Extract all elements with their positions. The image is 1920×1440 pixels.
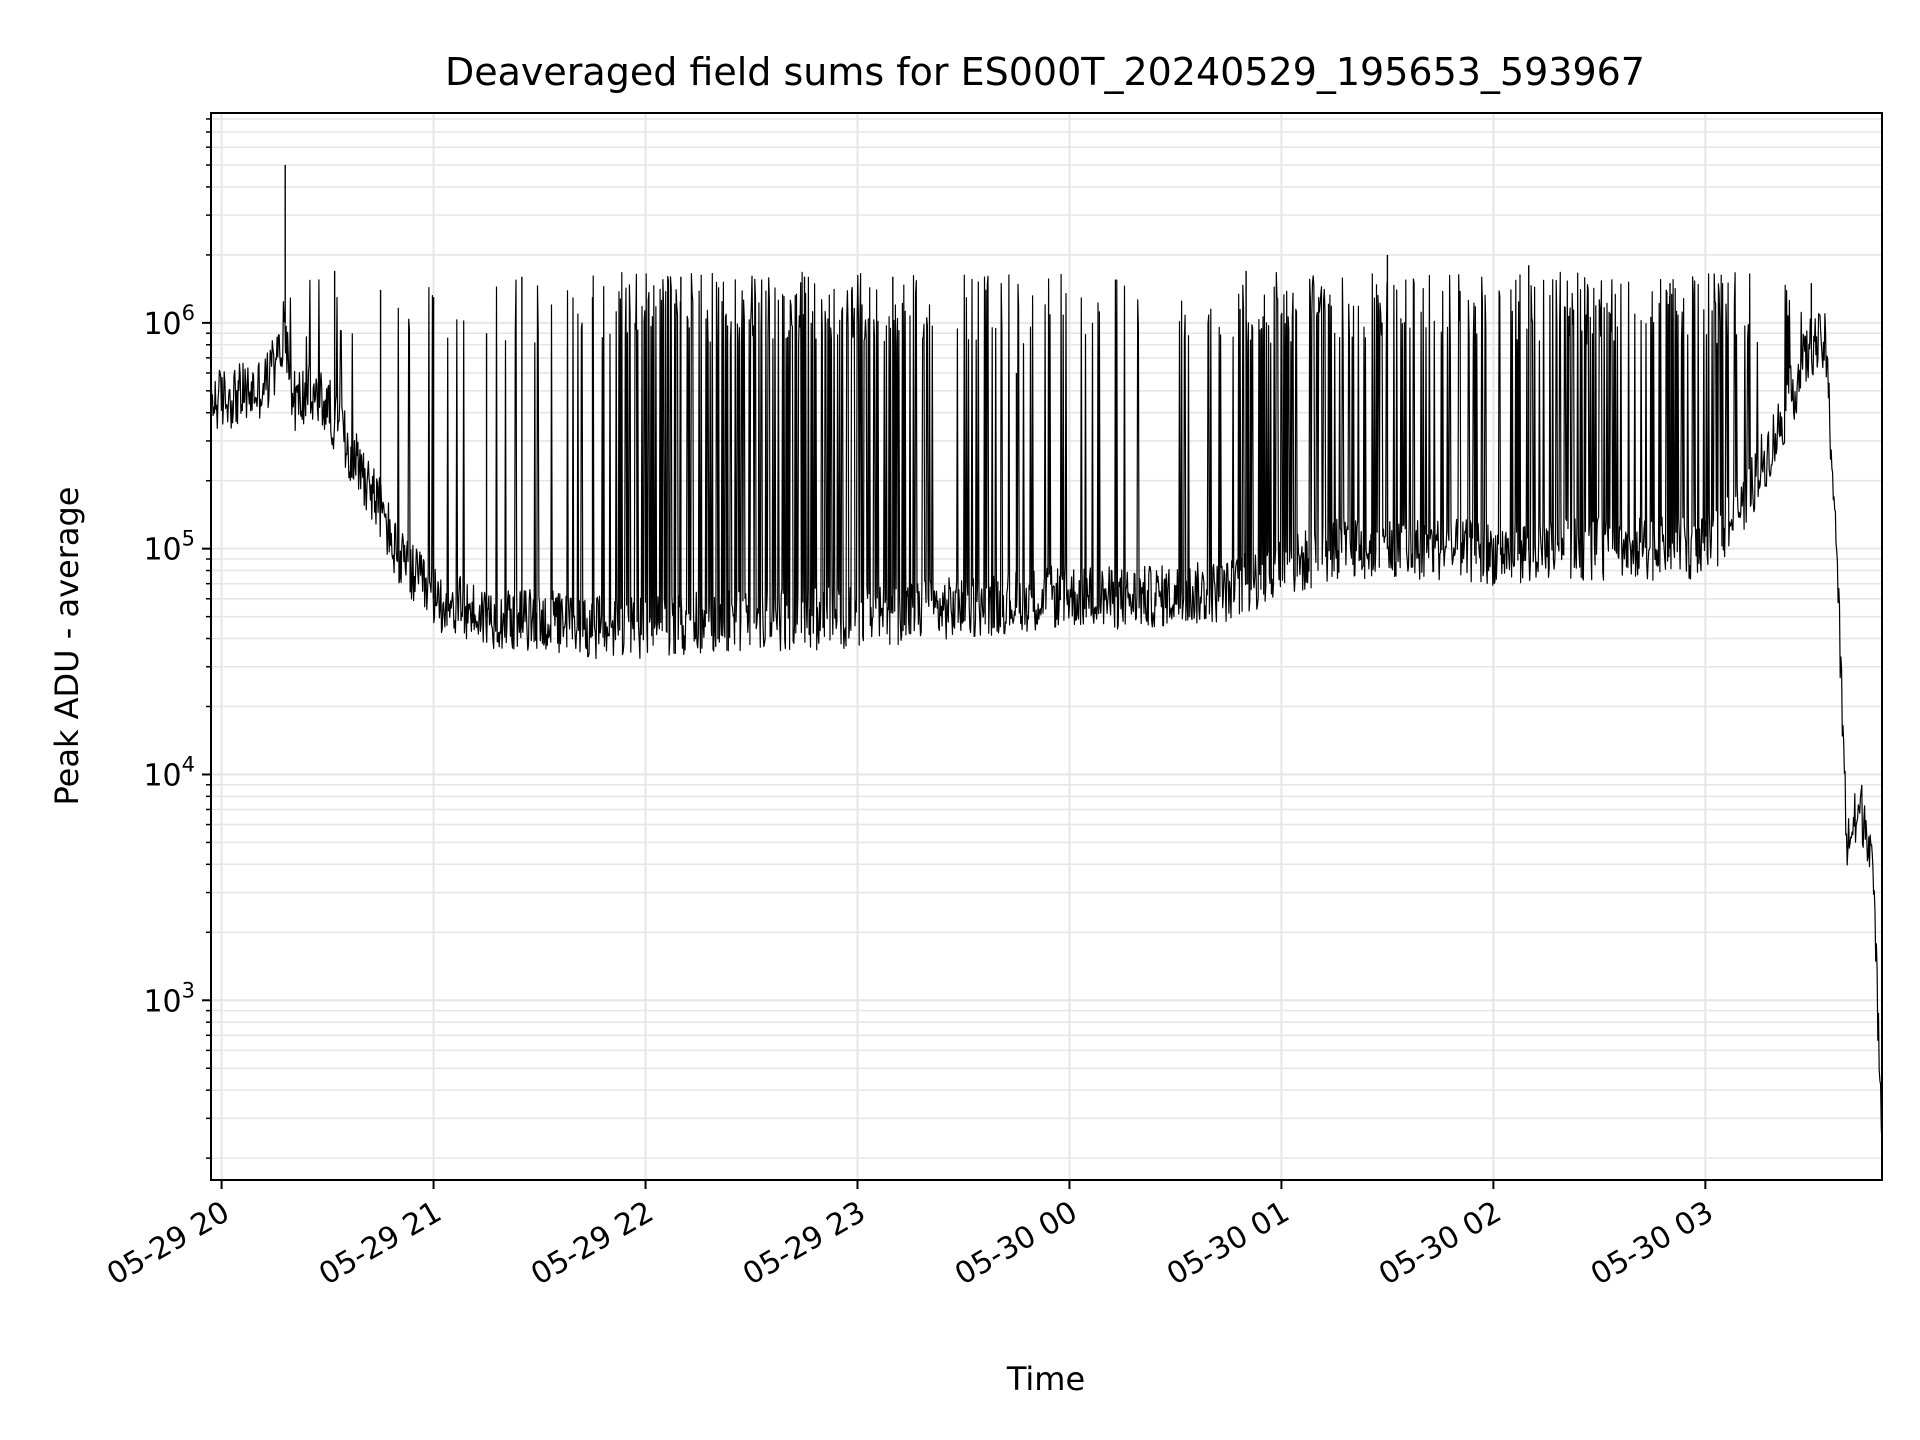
y-tick-label: 104 (143, 752, 195, 793)
plot-frame (210, 112, 1883, 1181)
y-axis-label: Peak ADU - average (48, 487, 86, 806)
y-tick-label: 105 (143, 527, 195, 568)
chart-title: Deaveraged field sums for ES000T_2024052… (445, 50, 1645, 94)
y-axis: 103 104 105 106 (143, 118, 211, 1159)
x-axis-label: Time (1006, 1360, 1085, 1398)
y-tick-label: 106 (143, 301, 195, 342)
y-tick-label: 103 (143, 978, 195, 1019)
series (210, 165, 1883, 1141)
data-line (210, 271, 1883, 1141)
